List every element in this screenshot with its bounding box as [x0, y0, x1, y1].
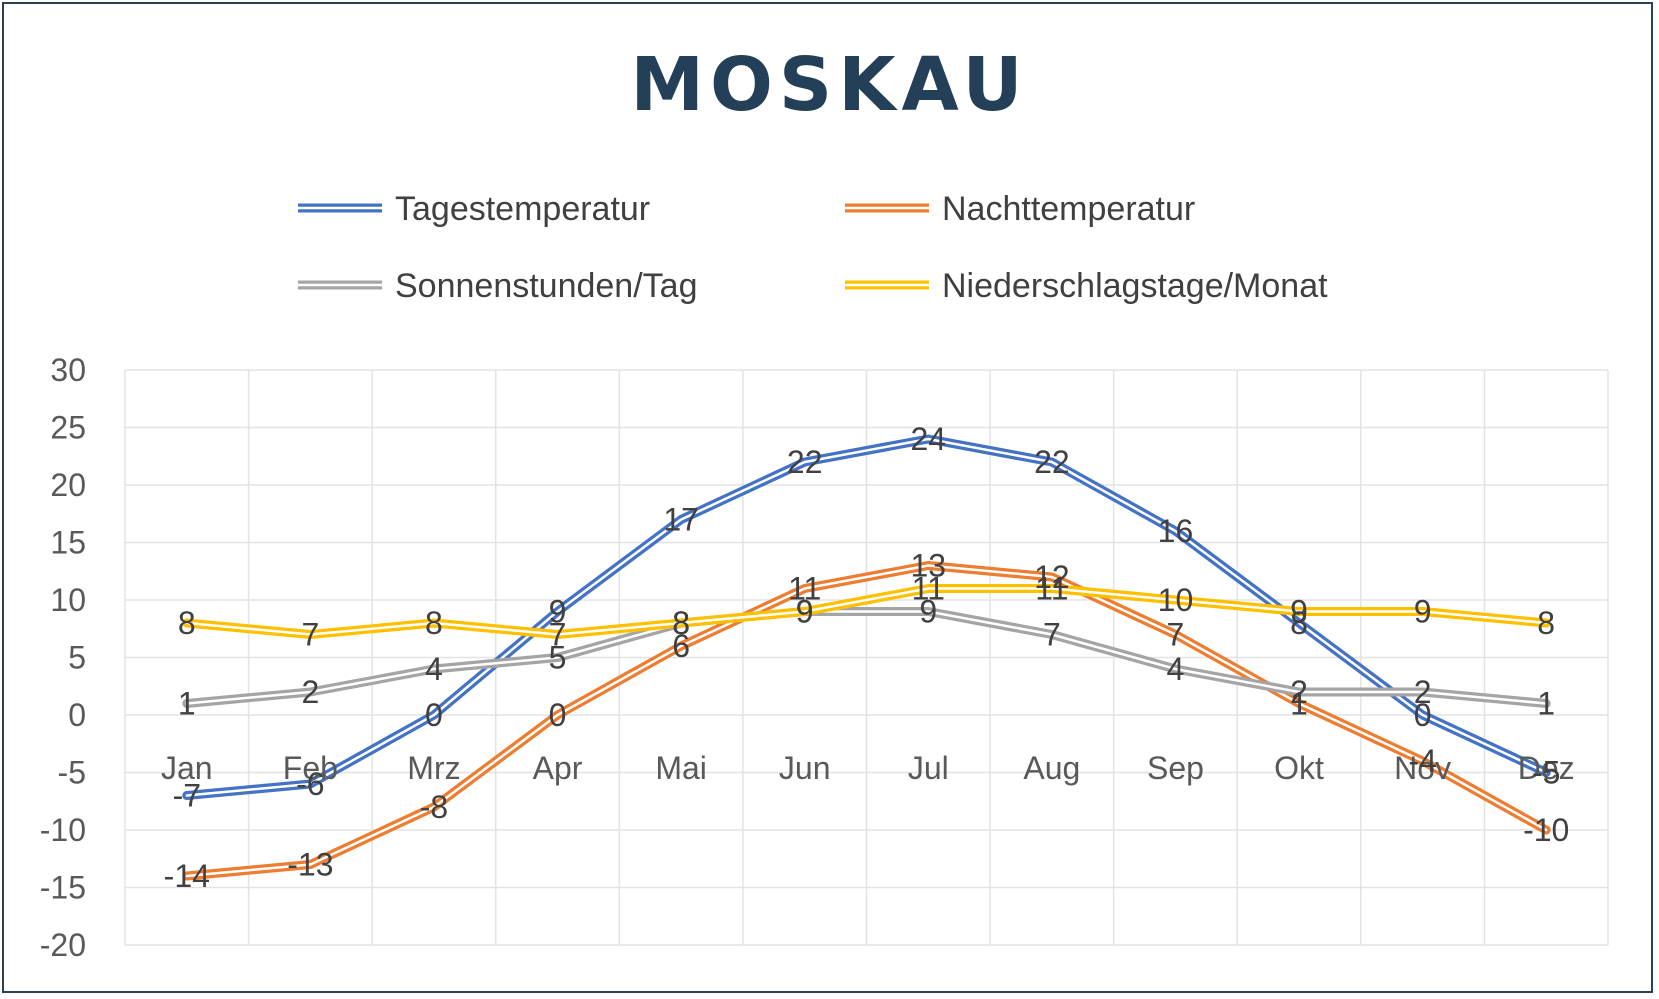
data-label: -6: [296, 766, 324, 802]
data-label: 9: [919, 594, 937, 630]
y-tick-label: 30: [50, 352, 86, 388]
data-label: -4: [1408, 743, 1436, 779]
x-tick-label: Dez: [1518, 750, 1575, 786]
series-line-inner: [185, 587, 1548, 636]
data-label: -7: [173, 778, 201, 814]
data-label: 8: [672, 605, 690, 641]
legend-label: Sonnenstunden/Tag: [395, 267, 697, 305]
data-label: 9: [549, 594, 567, 630]
data-label: 10: [1158, 582, 1194, 618]
data-label: 11: [788, 571, 821, 607]
data-label: -8: [420, 789, 448, 825]
data-label: 7: [301, 617, 319, 653]
x-tick-label: Feb: [283, 750, 338, 786]
data-label: 24: [910, 421, 946, 457]
x-tick-label: Apr: [533, 750, 583, 786]
y-tick-label: 5: [68, 640, 86, 676]
data-label: 1: [1290, 686, 1308, 722]
data-label: 17: [663, 502, 699, 538]
data-label: 9: [1414, 594, 1432, 630]
y-axis-labels: 30 25 20 15 10 5 0 -5 -10 -15 -20: [40, 352, 86, 963]
data-label: 8: [425, 605, 443, 641]
data-label: 6: [672, 628, 690, 664]
data-label: 0: [549, 697, 567, 733]
data-label: 4: [1167, 651, 1185, 687]
legend-label: Niederschlagstage/Monat: [942, 267, 1328, 305]
data-label: 2: [1290, 674, 1308, 710]
legend-label: Nachttemperatur: [942, 190, 1195, 228]
data-label: 13: [910, 548, 946, 584]
x-tick-label: Jun: [779, 750, 831, 786]
y-tick-label: 0: [68, 697, 86, 733]
data-label: -14: [164, 858, 210, 894]
data-label: 7: [549, 617, 567, 653]
grid: [124, 369, 1609, 946]
data-label: 9: [1290, 594, 1308, 630]
data-label: 0: [425, 697, 443, 733]
x-axis-labels: Jan Feb Mrz Apr Mai Jun Jul Aug Sep Okt Nov Dez: [161, 750, 1575, 786]
series-lines: [182, 434, 1551, 881]
data-label: 7: [1167, 617, 1185, 653]
data-label: 22: [1034, 444, 1070, 480]
data-label: 2: [1414, 674, 1432, 710]
data-label: 9: [796, 594, 814, 630]
data-label: 7: [1043, 617, 1061, 653]
x-tick-label: Mrz: [407, 750, 460, 786]
series-line-inner: [185, 610, 1548, 705]
data-label: 0: [1414, 697, 1432, 733]
data-label: 9: [796, 594, 814, 630]
data-label: -10: [1523, 812, 1569, 848]
legend-label: Tagestemperatur: [395, 190, 650, 228]
data-label: -5: [1532, 755, 1560, 791]
data-label: 16: [1158, 513, 1194, 549]
data-label: 5: [549, 640, 567, 676]
data-label: 8: [672, 605, 690, 641]
data-label: 8: [178, 605, 196, 641]
x-tick-label: Nov: [1394, 750, 1451, 786]
data-label: 2: [301, 674, 319, 710]
series-line-inner: [185, 437, 1548, 797]
data-label: 22: [787, 444, 823, 480]
x-tick-label: Jul: [908, 750, 949, 786]
data-label: 11: [912, 571, 945, 607]
data-label: 11: [1035, 571, 1068, 607]
x-tick-label: Mai: [655, 750, 707, 786]
data-label: -13: [287, 847, 333, 883]
x-tick-label: Aug: [1023, 750, 1080, 786]
chart-title: MOSKAU: [630, 42, 1029, 128]
y-tick-label: -10: [40, 812, 86, 848]
data-label: 1: [178, 686, 196, 722]
data-label: 8: [1290, 605, 1308, 641]
y-tick-label: 10: [50, 582, 86, 618]
data-label: 4: [425, 651, 443, 687]
series-line-inner: [185, 564, 1548, 878]
x-tick-label: Sep: [1147, 750, 1204, 786]
y-tick-label: -5: [58, 755, 86, 791]
y-tick-label: 15: [50, 525, 86, 561]
legend: Tagestemperatur Nachttemperatur Sonnenstun…: [298, 190, 1328, 305]
y-tick-label: 25: [50, 410, 86, 446]
x-tick-label: Okt: [1274, 750, 1324, 786]
data-label: 12: [1034, 559, 1070, 595]
data-label: 8: [1537, 605, 1555, 641]
y-tick-label: 20: [50, 467, 86, 503]
data-label: 1: [1537, 686, 1555, 722]
y-tick-label: -15: [40, 870, 86, 906]
y-tick-label: -20: [40, 927, 86, 963]
x-tick-label: Jan: [161, 750, 213, 786]
